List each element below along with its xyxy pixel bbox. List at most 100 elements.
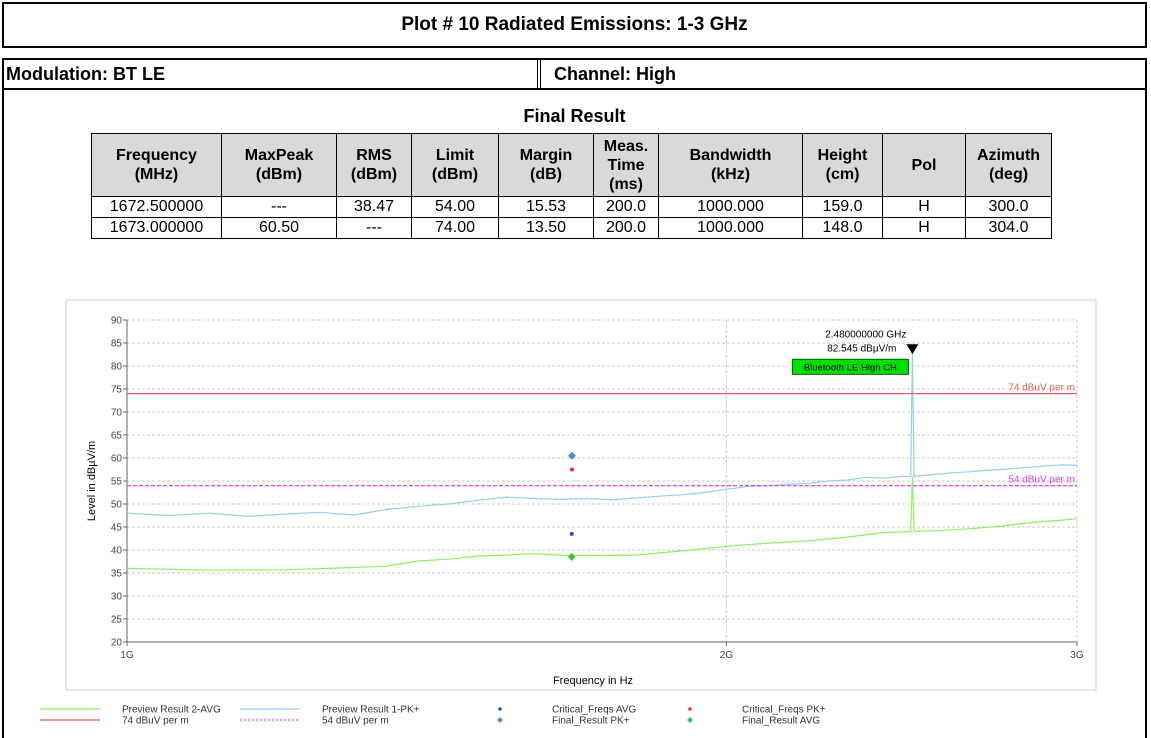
header-row: Frequency (MHz) MaxPeak (dBm) RMS (dBm) Limit (… (91, 133, 1052, 197)
result-point (567, 553, 576, 562)
critical-point (570, 467, 575, 472)
header-cell: Pol (882, 133, 966, 197)
y-tick-label: 60 (111, 454, 123, 465)
x-tick-label: 2G (720, 650, 734, 661)
data-cell: 1673.000000 (91, 217, 222, 239)
data-cell: 60.50 (221, 217, 337, 239)
data-cell: 304.0 (965, 217, 1052, 239)
trace (126, 476, 1078, 571)
data-cell: --- (336, 217, 412, 239)
header-text: (dBm) (431, 166, 479, 183)
limit-label: 74 dBuV per m (1008, 383, 1075, 394)
legend-swatch (687, 717, 693, 723)
legend-label: Preview Result 2-AVG (122, 705, 221, 716)
data-cell: 15.53 (498, 196, 594, 218)
header-cell: Bandwidth (kHz) (658, 133, 803, 197)
y-tick-label: 90 (111, 316, 123, 327)
header-text: (MHz) (134, 166, 179, 183)
table-title: Final Result (523, 106, 626, 126)
legend-label: Preview Result 1-PK+ (322, 705, 420, 716)
y-tick-label: 30 (111, 592, 123, 603)
modulation: Modulation: BT LE (6, 64, 165, 84)
legend-label: Final_Result PK+ (552, 716, 630, 727)
body: Final Result Frequency (MHz) MaxPeak (dBm) R… (2, 90, 1147, 738)
header-cell: Azimuth (deg) (965, 133, 1052, 197)
data-cell: 13.50 (498, 217, 594, 239)
header-text: Height (817, 147, 868, 164)
data-cell: 200.0 (593, 196, 659, 218)
header-text: (dB) (530, 166, 562, 183)
marker-x-label: 2.480000000 GHz (825, 329, 906, 340)
header-text: RMS (356, 147, 392, 164)
header-text: MaxPeak (244, 147, 314, 164)
header-text: Time (607, 156, 645, 174)
header-cell: RMS (dBm) (336, 133, 412, 197)
y-tick-label: 70 (111, 408, 123, 419)
legend-swatch (688, 707, 692, 711)
header-cell: MaxPeak (dBm) (221, 133, 337, 197)
data-row: 1673.000000 60.50 --- 74.00 13.50 200.0 1000.0… (91, 217, 1052, 239)
separator (537, 60, 541, 88)
y-tick-label: 65 (111, 431, 123, 442)
header-text: Azimuth (976, 147, 1041, 164)
data-cell: H (882, 217, 966, 239)
legend-label: Final_Result AVG (742, 716, 820, 727)
header-cell: Margin (dB) (498, 133, 594, 197)
marker-y-label: 82.545 dBµV/m (827, 343, 896, 354)
y-tick-label: 85 (111, 339, 123, 350)
data-cell: 54.00 (411, 196, 499, 218)
header-text: (cm) (825, 166, 860, 183)
y-tick-label: 75 (111, 385, 123, 396)
data-cell: 300.0 (965, 196, 1052, 218)
legend-label: 74 dBuV per m (122, 716, 189, 727)
header-text: (kHz) (710, 166, 751, 183)
data-cell: 38.47 (336, 196, 412, 218)
legend-swatch (498, 707, 502, 711)
header-text: Frequency (116, 147, 197, 164)
x-tick-label: 3G (1070, 650, 1084, 661)
header-text: (deg) (988, 166, 1029, 183)
legend-label: Critical_Freqs PK+ (742, 705, 826, 716)
x-axis-label: Frequency in Hz (553, 675, 633, 687)
data-cell: 1000.000 (658, 217, 803, 239)
title: Plot # 10 Radiated Emissions: 1-3 GHz (2, 2, 1147, 48)
y-tick-label: 35 (111, 569, 123, 580)
legend-swatch (497, 717, 503, 723)
trace (126, 354, 1078, 518)
y-tick-label: 45 (111, 523, 123, 534)
header-text: Margin (519, 147, 573, 164)
header-text: (dBm) (350, 166, 398, 183)
header-text: Meas. (603, 137, 649, 155)
results-table: Frequency (MHz) MaxPeak (dBm) RMS (dBm) Limit (… (91, 133, 1052, 239)
y-tick-label: 20 (111, 638, 123, 649)
header-text: Limit (435, 147, 475, 164)
y-tick-label: 55 (111, 477, 123, 488)
critical-point (569, 531, 574, 536)
header-cell: Limit (dBm) (411, 133, 499, 197)
x-tick-label: 1G (120, 650, 134, 661)
result-point (568, 451, 577, 460)
marker-tag-box (791, 358, 909, 375)
legend-label: 54 dBuV per m (322, 716, 389, 727)
legend-label: Critical_Freqs AVG (552, 705, 637, 716)
limit-label: 54 dBuV per m (1008, 475, 1075, 486)
header-text: (dBm) (255, 166, 303, 183)
marker-tag: Bluetooth LE High CH (804, 362, 897, 373)
data-cell: 74.00 (411, 217, 499, 239)
header-cell: Meas. Time (ms) (593, 133, 659, 197)
header-cell: Frequency (MHz) (91, 133, 222, 197)
header-cell: Height (cm) (802, 133, 883, 197)
header-text: Bandwidth (689, 147, 772, 164)
y-tick-label: 50 (111, 500, 123, 511)
data-cell: 1672.500000 (91, 196, 222, 218)
header-text: (ms) (609, 175, 643, 193)
y-axis-label: Level in dBµV/m (86, 441, 98, 521)
data-row: 1672.500000 --- 38.47 54.00 15.53 200.0 1000.0… (91, 196, 1052, 218)
header-text: Pol (911, 156, 937, 174)
channel: Channel: High (554, 64, 676, 84)
y-tick-label: 80 (111, 362, 123, 373)
info-row: Modulation: BT LE Channel: High (2, 58, 1147, 90)
marker-triangle (906, 344, 919, 355)
